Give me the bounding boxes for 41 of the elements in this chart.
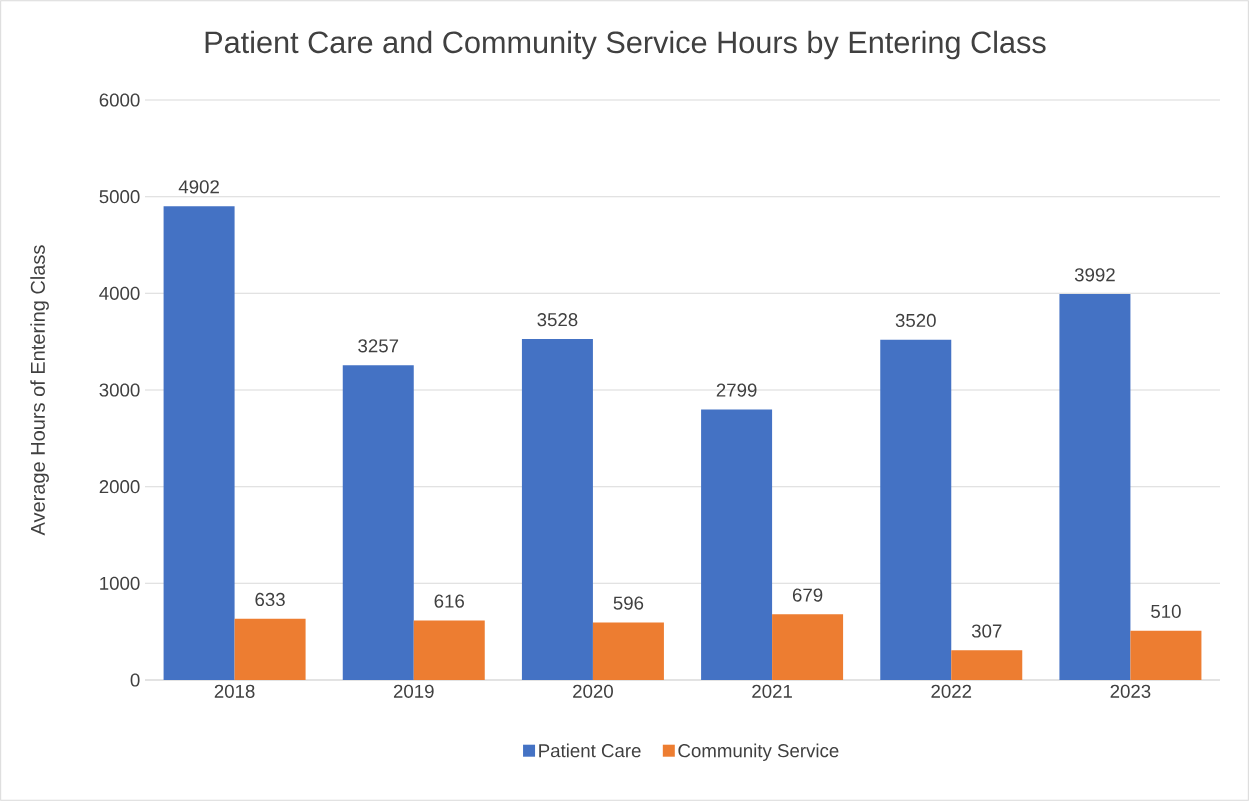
data-label: 307 xyxy=(971,624,1002,638)
y-tick-label: 2000 xyxy=(99,480,140,494)
x-tick-label: 2023 xyxy=(1110,684,1151,698)
bar xyxy=(701,409,773,680)
bar xyxy=(413,620,485,680)
data-label: 679 xyxy=(792,588,823,602)
x-tick-label: 2018 xyxy=(214,684,255,698)
bar xyxy=(592,622,664,680)
x-tick-label: 2019 xyxy=(393,684,434,698)
data-label: 510 xyxy=(1151,604,1181,618)
data-label: 3520 xyxy=(895,313,936,328)
data-label: 3257 xyxy=(358,339,399,353)
legend-label: Patient Care xyxy=(539,743,641,758)
y-tick-label: 1000 xyxy=(100,576,140,590)
bar xyxy=(342,365,414,680)
y-tick-label: 3000 xyxy=(99,383,140,397)
data-label: 2799 xyxy=(716,383,757,397)
data-label: 3528 xyxy=(537,313,578,327)
y-tick-label: 4000 xyxy=(99,286,140,300)
data-label: 596 xyxy=(613,596,644,610)
chart-title: Patient Care and Community Service Hours by Entering Class xyxy=(205,30,1046,60)
data-label: 3992 xyxy=(1074,268,1115,282)
y-tick-label: 6000 xyxy=(99,93,140,107)
bar xyxy=(163,206,235,680)
data-label: 633 xyxy=(255,592,285,607)
bar xyxy=(880,339,952,680)
data-label: 616 xyxy=(434,594,464,608)
bar xyxy=(1059,294,1131,680)
y-tick-label: 5000 xyxy=(99,190,140,204)
x-tick-label: 2021 xyxy=(752,684,792,698)
legend-label: Community Service xyxy=(678,743,839,761)
y-axis-title: Average Hours of Entering Class xyxy=(30,245,49,536)
x-tick-label: 2020 xyxy=(573,684,613,698)
x-tick-label: 2022 xyxy=(931,684,972,698)
data-label: 4902 xyxy=(178,180,219,194)
bar xyxy=(234,618,306,680)
bar xyxy=(951,650,1023,680)
bar xyxy=(772,614,844,680)
bar xyxy=(521,338,593,680)
bar xyxy=(1130,630,1202,680)
y-tick-label: 0 xyxy=(130,673,140,687)
